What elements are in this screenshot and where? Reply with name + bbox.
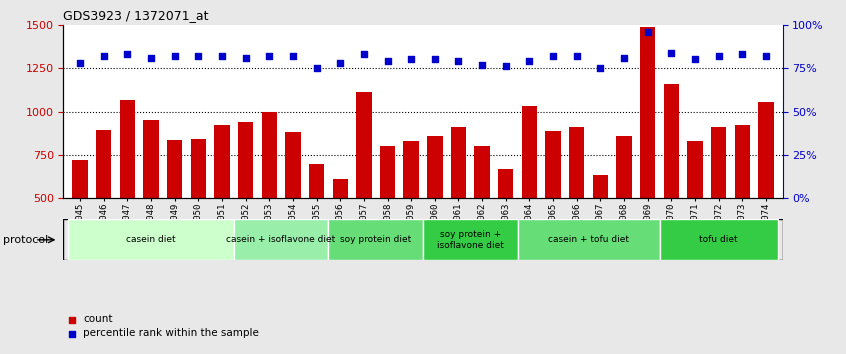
Bar	[69, 219, 233, 260]
Bar	[522, 106, 537, 285]
Bar	[72, 160, 88, 285]
Text: protocol: protocol	[3, 235, 47, 245]
Bar	[451, 127, 466, 285]
Bar	[734, 125, 750, 285]
Text: soy protein +
isoflavone diet: soy protein + isoflavone diet	[437, 230, 503, 250]
Bar	[356, 92, 371, 285]
Bar	[143, 120, 159, 285]
Bar	[660, 219, 777, 260]
Point	[215, 53, 228, 59]
Text: casein + tofu diet: casein + tofu diet	[548, 235, 629, 244]
Point	[618, 55, 631, 61]
Text: tofu diet: tofu diet	[700, 235, 738, 244]
Point	[759, 53, 772, 59]
Point	[333, 60, 347, 66]
Point	[168, 53, 181, 59]
Point	[381, 58, 394, 64]
Bar	[261, 112, 277, 285]
Legend: count, percentile rank within the sample: count, percentile rank within the sample	[69, 314, 259, 338]
Bar	[328, 219, 423, 260]
Bar	[423, 219, 518, 260]
Bar	[238, 122, 253, 285]
Bar	[309, 164, 324, 285]
Bar	[475, 146, 490, 285]
Point	[523, 58, 536, 64]
Bar	[617, 136, 632, 285]
Text: soy protein diet: soy protein diet	[340, 235, 411, 244]
Point	[310, 65, 323, 71]
Bar	[214, 125, 229, 285]
Point	[641, 29, 655, 35]
Bar	[758, 102, 774, 285]
Point	[262, 53, 276, 59]
Bar	[640, 27, 656, 285]
Point	[547, 53, 560, 59]
Bar	[711, 127, 727, 285]
Point	[239, 55, 252, 61]
Point	[74, 60, 87, 66]
Point	[97, 53, 111, 59]
Bar	[380, 146, 395, 285]
Point	[475, 62, 489, 68]
Bar	[663, 84, 679, 285]
Point	[286, 53, 299, 59]
Bar	[233, 219, 328, 260]
Bar	[569, 127, 585, 285]
Point	[735, 51, 749, 57]
Point	[712, 53, 726, 59]
Bar	[96, 130, 112, 285]
Bar	[404, 141, 419, 285]
Bar	[687, 141, 703, 285]
Bar	[518, 219, 660, 260]
Bar	[190, 139, 206, 285]
Point	[404, 57, 418, 62]
Bar	[167, 140, 183, 285]
Point	[191, 53, 205, 59]
Bar	[593, 175, 608, 285]
Bar	[285, 132, 300, 285]
Text: casein diet: casein diet	[126, 235, 176, 244]
Bar	[498, 169, 514, 285]
Text: GDS3923 / 1372071_at: GDS3923 / 1372071_at	[63, 9, 209, 22]
Point	[594, 65, 607, 71]
Bar	[546, 131, 561, 285]
Point	[144, 55, 157, 61]
Point	[665, 50, 678, 55]
Point	[428, 57, 442, 62]
Bar	[332, 179, 348, 285]
Text: casein + isoflavone diet: casein + isoflavone diet	[227, 235, 336, 244]
Point	[452, 58, 465, 64]
Point	[689, 57, 702, 62]
Point	[357, 51, 371, 57]
Bar	[427, 136, 442, 285]
Bar	[119, 100, 135, 285]
Point	[570, 53, 584, 59]
Point	[120, 51, 134, 57]
Point	[499, 64, 513, 69]
